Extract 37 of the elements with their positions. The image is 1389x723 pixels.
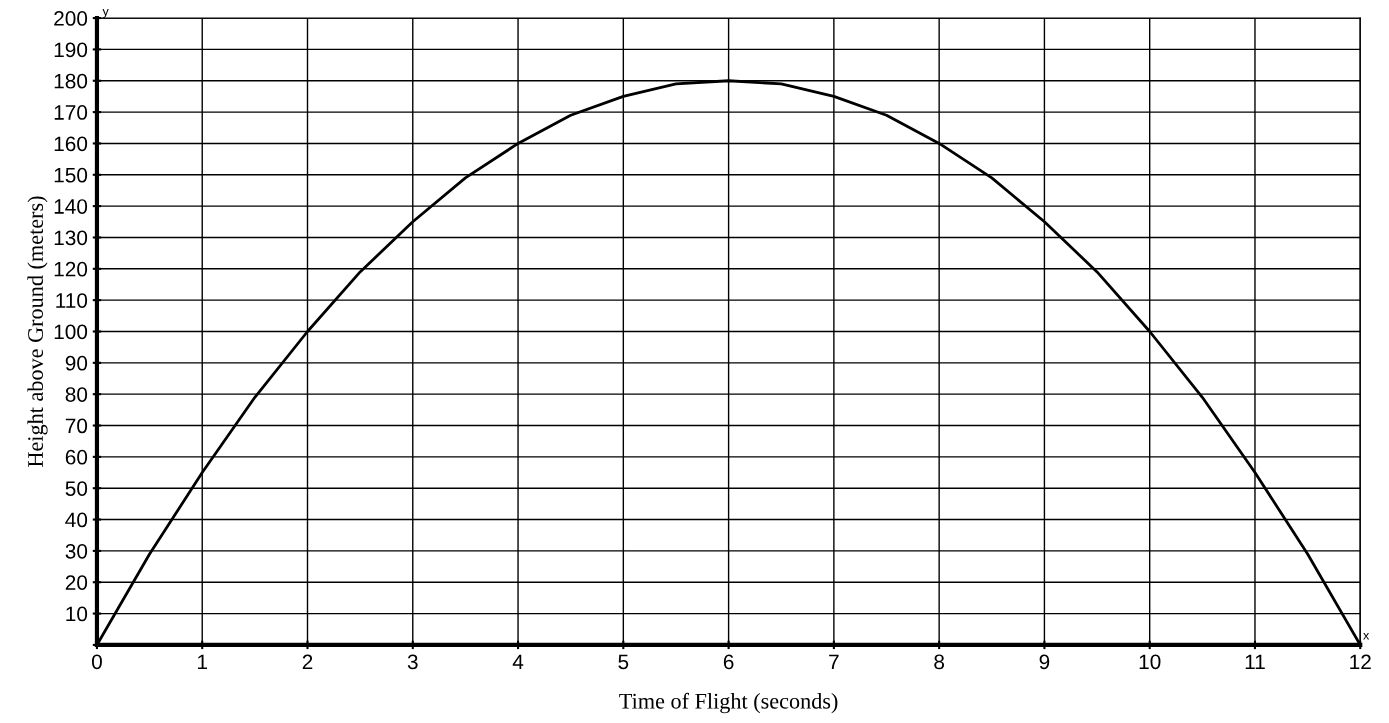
- y-tick-label: 80: [65, 387, 88, 402]
- y-tick-label: 20: [65, 575, 88, 590]
- x-tick-label: 8: [934, 654, 945, 670]
- x-tick-label: 11: [1245, 654, 1265, 670]
- x-tick-label: 10: [1139, 654, 1161, 670]
- y-tick-label: 170: [54, 105, 88, 120]
- x-tick-label: 2: [302, 654, 313, 670]
- y-tick-label: 40: [65, 512, 88, 528]
- x-tick-label: 9: [1039, 654, 1050, 670]
- y-tick-label: 180: [54, 73, 88, 89]
- y-tick-label: 190: [54, 42, 88, 58]
- x-tick-label: 12: [1350, 654, 1371, 670]
- y-axis-title: Height above Ground (meters): [27, 196, 48, 467]
- x-tick-label: 1: [198, 654, 207, 670]
- y-tick-label: 100: [54, 324, 88, 340]
- y-tick-label: 140: [54, 199, 88, 214]
- x-tick-label: 6: [723, 654, 734, 670]
- x-tick-label: 7: [829, 654, 839, 670]
- y-tick-label: 110: [56, 293, 88, 308]
- y-tick-label: 90: [65, 355, 88, 371]
- x-tick-label: 3: [407, 654, 418, 670]
- x-tick-label: 0: [91, 654, 102, 670]
- text: x: [1363, 632, 1370, 640]
- y-tick-label: 200: [54, 11, 88, 26]
- y-tick-label: 130: [54, 230, 88, 246]
- y-tick-label: 160: [54, 136, 88, 152]
- x-tick-label: 5: [618, 654, 629, 670]
- x-tick-label: 4: [512, 654, 524, 670]
- y-tick-label: 150: [54, 167, 88, 183]
- y-tick-label: 50: [65, 481, 88, 496]
- x-axis-title: Time of Flight (seconds): [619, 692, 838, 714]
- y-tick-label: 10: [66, 606, 88, 622]
- annotation: y: [102, 8, 109, 19]
- y-tick-label: 30: [65, 543, 88, 559]
- y-tick-label: 60: [65, 449, 88, 465]
- y-tick-label: 120: [54, 261, 88, 277]
- y-tick-label: 70: [65, 418, 88, 434]
